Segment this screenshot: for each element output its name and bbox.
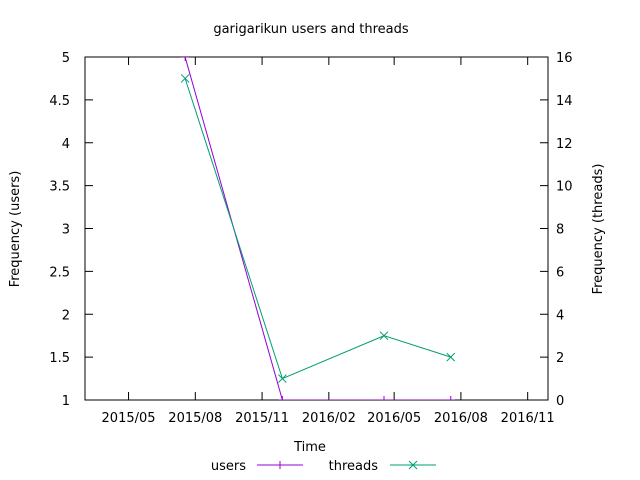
y-left-tick-label: 5: [62, 51, 70, 66]
x-axis-label: Time: [293, 440, 326, 455]
y-right-tick-label: 16: [556, 51, 573, 66]
data-point-threads-b: [379, 331, 389, 341]
x-tick-label: 2016/08: [434, 411, 488, 426]
y-left-tick-label: 2.5: [49, 265, 70, 280]
axes: 1 1.5 2 2.5 3 3.5 4 4.5 5 0 2 4 6 8 10 12 14 16 2015/05 201…: [49, 51, 572, 426]
data-point-threads-b: [180, 74, 190, 83]
y-right-tick-label: 2: [556, 351, 564, 366]
y-right-tick-label: 8: [556, 223, 564, 238]
x-tick-label: 2015/11: [235, 411, 289, 426]
y-left-tick-label: 1.5: [49, 351, 70, 366]
series-threads: [180, 74, 456, 383]
plot-area-border: [84, 56, 549, 401]
y-right-tick-label: 4: [556, 308, 564, 323]
legend: users threads: [211, 459, 436, 474]
x-tick-label: 2015/08: [168, 411, 222, 426]
x-tick-label: 2016/11: [501, 411, 555, 426]
y-right-tick-label: 14: [556, 94, 573, 109]
data-point-threads-b: [278, 374, 287, 383]
legend-label-users: users: [211, 459, 246, 474]
y-right-tick-label: 10: [556, 180, 573, 195]
series-line-users: [184, 57, 451, 400]
data-point-threads-b: [446, 352, 456, 362]
y-left-tick-label: 2: [62, 308, 70, 323]
y-axis-label-left: Frequency (users): [8, 171, 23, 288]
y-right-tick-label: 6: [556, 265, 564, 280]
y-right-tick-label: 12: [556, 137, 573, 152]
legend-marker-threads-b: [408, 460, 418, 470]
chart-title: garigarikun users and threads: [213, 22, 409, 37]
series-users: [181, 57, 455, 400]
series-line-threads: [184, 78, 451, 380]
series-layer: [180, 57, 456, 400]
y-left-tick-label: 3: [62, 223, 70, 238]
y-left-tick-label: 1: [62, 394, 70, 409]
x-tick-label: 2015/05: [102, 411, 156, 426]
legend-label-threads: threads: [329, 459, 379, 474]
x-tick-label: 2016/05: [367, 411, 421, 426]
y-left-tick-label: 3.5: [49, 180, 70, 195]
x-tick-label: 2016/02: [302, 411, 356, 426]
y-left-tick-label: 4: [62, 137, 70, 152]
y-left-tick-label: 4.5: [49, 94, 70, 109]
y-axis-label-right: Frequency (threads): [591, 164, 606, 295]
y-right-tick-label: 0: [556, 394, 564, 409]
